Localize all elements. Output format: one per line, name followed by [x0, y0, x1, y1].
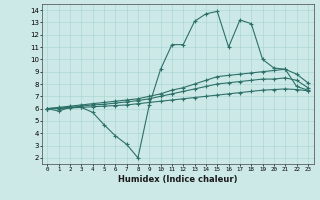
X-axis label: Humidex (Indice chaleur): Humidex (Indice chaleur): [118, 175, 237, 184]
